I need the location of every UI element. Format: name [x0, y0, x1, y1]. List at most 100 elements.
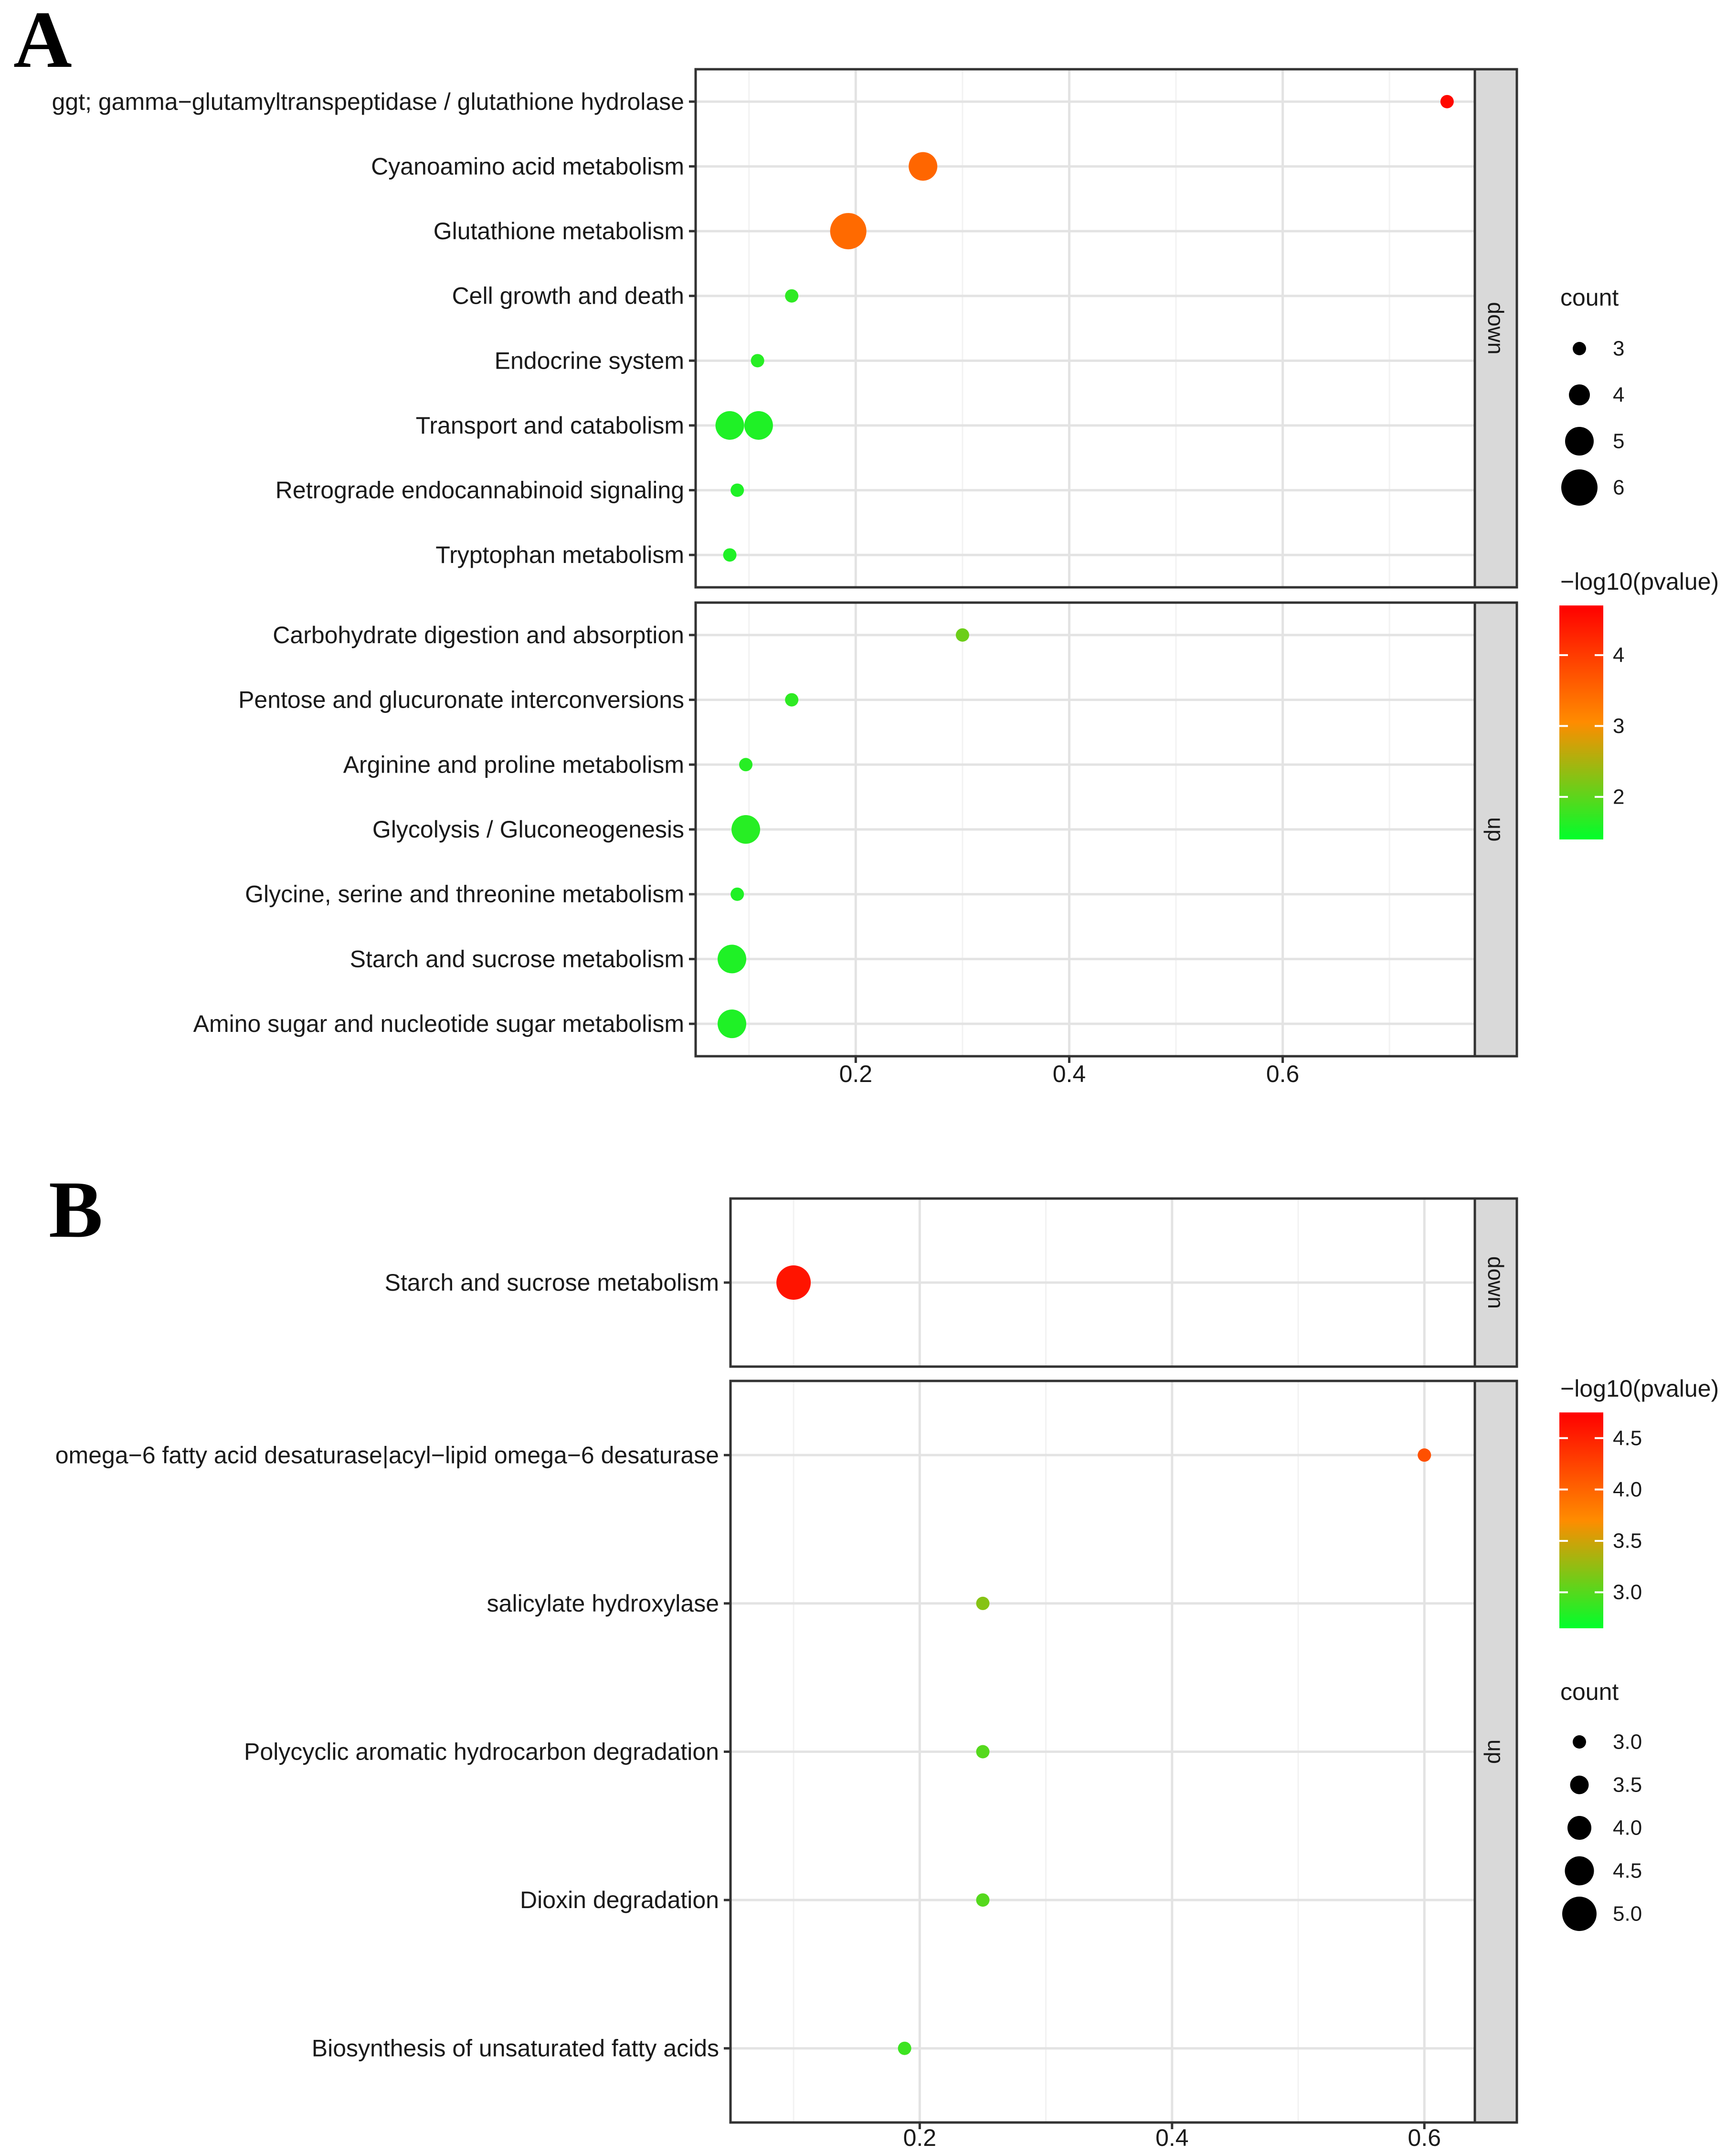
- color-legend-bar: [1559, 605, 1603, 839]
- data-point: [898, 2041, 911, 2055]
- y-tick-label: ggt; gamma−glutamyltranspeptidase / glut…: [52, 88, 684, 115]
- y-tick-label: Amino sugar and nucleotide sugar metabol…: [193, 1010, 684, 1037]
- color-legend-label: 4.5: [1613, 1426, 1642, 1450]
- y-tick-label: Transport and catabolism: [416, 412, 684, 439]
- data-point: [785, 693, 799, 707]
- size-legend-key: [1570, 1775, 1589, 1794]
- data-point: [976, 1596, 990, 1610]
- size-legend-label: 5: [1613, 430, 1624, 453]
- size-legend-key: [1573, 342, 1586, 355]
- data-point: [830, 213, 867, 250]
- y-tick-label: Polycyclic aromatic hydrocarbon degradat…: [244, 1739, 719, 1765]
- y-tick-label: Carbohydrate digestion and absorption: [273, 622, 684, 648]
- x-tick-label: 0.2: [903, 2124, 937, 2151]
- color-legend-title: −log10(pvalue): [1560, 568, 1719, 595]
- data-point: [744, 411, 773, 440]
- x-tick-label: 0.4: [1155, 2124, 1189, 2151]
- facet-down: down Starch and sucrose metabolism: [385, 1197, 1518, 1368]
- panel-letter: A: [13, 0, 72, 85]
- color-legend: −log10(pvalue) 4.5 4.0 3.5 3.0: [1559, 1375, 1719, 1628]
- data-point: [776, 1265, 811, 1300]
- data-point: [1418, 1448, 1431, 1462]
- data-point: [976, 1745, 990, 1759]
- color-legend-label: 3.5: [1613, 1529, 1642, 1553]
- y-tick-label: Biosynthesis of unsaturated fatty acids: [312, 2035, 719, 2062]
- y-tick-label: Endocrine system: [495, 347, 684, 374]
- data-point: [718, 1009, 747, 1039]
- y-tick-label: Cell growth and death: [452, 283, 684, 309]
- data-point: [909, 152, 938, 181]
- size-legend-label: 3: [1613, 337, 1624, 361]
- size-legend-label: 5.0: [1613, 1902, 1642, 1926]
- facet-strip: [1473, 68, 1518, 589]
- size-legend-key: [1565, 427, 1594, 456]
- color-legend-label: 3: [1613, 714, 1624, 738]
- y-tick-label: Glutathione metabolism: [434, 218, 684, 244]
- x-tick-label: 0.6: [1408, 2124, 1441, 2151]
- facet-down: down ggt; gamma−glutamyltranspeptidase / …: [52, 68, 1518, 589]
- data-point: [730, 483, 744, 497]
- size-legend: count 3.0 3.5 4.0 4.5 5.0: [1560, 1678, 1642, 1931]
- data-point: [955, 628, 969, 642]
- facet-strip-label: up: [1483, 1740, 1508, 1764]
- size-legend-key: [1565, 1856, 1594, 1886]
- y-tick-label: Pentose and glucuronate interconversions: [238, 687, 684, 713]
- size-legend-key: [1573, 1735, 1586, 1749]
- facet-strip: [1473, 1379, 1518, 2124]
- y-tick-label: Retrograde endocannabinoid signaling: [275, 477, 684, 504]
- x-tick-label: 0.6: [1266, 1061, 1300, 1087]
- size-legend-title: count: [1560, 284, 1619, 311]
- data-point: [1440, 95, 1454, 108]
- y-tick-label: Cyanoamino acid metabolism: [371, 153, 684, 180]
- color-legend-label: 2: [1613, 785, 1624, 808]
- facet-strip-label: down: [1483, 1256, 1508, 1309]
- data-point: [751, 354, 764, 368]
- color-legend-title: −log10(pvalue): [1560, 1375, 1719, 1402]
- panel-letter: B: [49, 1165, 103, 1254]
- color-legend: −log10(pvalue) 4 3 2: [1559, 568, 1719, 839]
- size-legend-key: [1567, 1816, 1591, 1840]
- facet-strip: [1473, 601, 1518, 1058]
- y-tick-label: salicylate hydroxylase: [487, 1590, 719, 1617]
- size-legend: count 3 4 5 6: [1560, 284, 1624, 506]
- size-legend-label: 6: [1613, 476, 1624, 499]
- size-legend-title: count: [1560, 1678, 1619, 1705]
- data-point: [718, 944, 747, 974]
- data-point: [730, 887, 744, 901]
- facet-strip-label: up: [1483, 817, 1508, 841]
- data-point: [715, 411, 744, 440]
- data-point: [731, 815, 761, 844]
- size-legend-key: [1562, 1897, 1597, 1931]
- data-point: [723, 548, 737, 562]
- size-legend-key: [1561, 469, 1598, 506]
- size-legend-label: 3.0: [1613, 1730, 1642, 1754]
- color-legend-label: 4: [1613, 643, 1624, 667]
- color-legend-label: 3.0: [1613, 1581, 1642, 1604]
- data-point: [785, 289, 799, 303]
- x-tick-label: 0.4: [1053, 1061, 1086, 1087]
- size-legend-label: 3.5: [1613, 1773, 1642, 1797]
- size-legend-label: 4: [1613, 383, 1624, 407]
- data-point: [976, 1893, 990, 1907]
- y-tick-label: Arginine and proline metabolism: [343, 751, 684, 778]
- x-tick-label: 0.2: [839, 1061, 873, 1087]
- facet-up: up Carbohydrate digestion and absorption P…: [193, 601, 1518, 1058]
- size-legend-key: [1569, 384, 1590, 405]
- facet-strip-label: down: [1483, 302, 1508, 355]
- y-tick-label: Tryptophan metabolism: [435, 541, 684, 568]
- data-point: [739, 758, 753, 772]
- y-tick-label: Starch and sucrose metabolism: [350, 945, 684, 972]
- facet-up: up omega−6 fatty acid desaturase|acyl−lip…: [55, 1379, 1518, 2124]
- y-tick-label: Dioxin degradation: [520, 1887, 719, 1913]
- facet-background: [696, 69, 1475, 587]
- size-legend-label: 4.5: [1613, 1859, 1642, 1883]
- y-tick-label: Glycine, serine and threonine metabolism: [245, 881, 684, 908]
- y-tick-label: omega−6 fatty acid desaturase|acyl−lipid…: [55, 1442, 719, 1468]
- facet-strip: [1473, 1197, 1518, 1368]
- size-legend-label: 4.0: [1613, 1816, 1642, 1840]
- color-legend-bar: [1559, 1412, 1603, 1628]
- y-tick-label: Starch and sucrose metabolism: [385, 1269, 719, 1296]
